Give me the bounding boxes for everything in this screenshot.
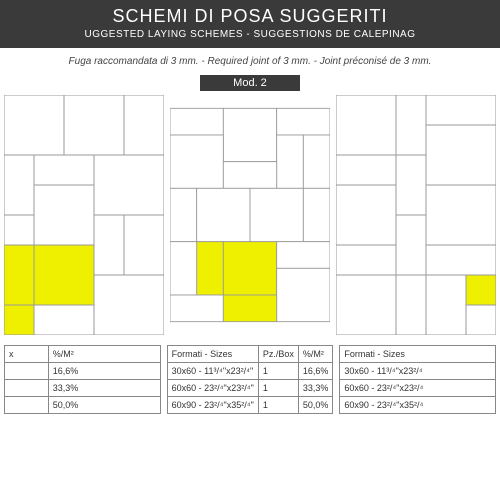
sizes-table-3: Formati - Sizes30x60 - 11³/⁴"x23²/⁴60x60…: [339, 345, 496, 414]
joint-note: Fuga raccomandata di 3 mm. - Required jo…: [0, 48, 500, 75]
scheme-mod3: [336, 95, 496, 335]
tile-diagram: [4, 95, 164, 335]
sizes-table-1: x%/M²16,6%33,3%50,0%: [4, 345, 161, 414]
scheme-mod2: [170, 95, 330, 335]
sizes-table-2: Formati - SizesPz./Box%/M²30x60 - 11³/⁴"…: [167, 345, 334, 414]
title: SCHEMI DI POSA SUGGERITI: [0, 6, 500, 27]
header: SCHEMI DI POSA SUGGERITI UGGESTED LAYING…: [0, 0, 500, 48]
tile-diagram: [336, 95, 496, 335]
tables-row: x%/M²16,6%33,3%50,0% Formati - SizesPz./…: [0, 345, 500, 414]
tile-diagram: [170, 95, 330, 335]
schemes-row: [0, 95, 500, 335]
subtitle: UGGESTED LAYING SCHEMES - SUGGESTIONS DE…: [0, 29, 500, 40]
mod-label: Mod. 2: [200, 75, 300, 91]
scheme-mod1: [4, 95, 164, 335]
